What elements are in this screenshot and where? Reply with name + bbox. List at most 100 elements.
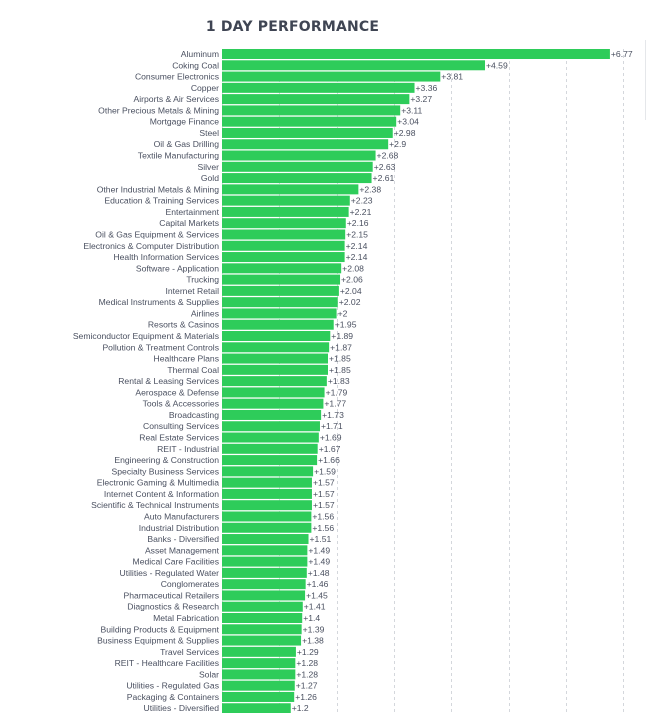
data-label: +6.77 [611, 49, 633, 59]
bar [222, 105, 401, 116]
bar [222, 534, 309, 545]
bar [222, 567, 307, 578]
scrollbar-track[interactable] [645, 40, 646, 120]
bar [222, 195, 350, 206]
bar [222, 646, 296, 657]
data-label: +1.77 [324, 399, 346, 409]
bar [222, 522, 312, 533]
bar [222, 488, 312, 499]
data-label: +2.68 [377, 151, 399, 161]
category-label: Software - Application [136, 263, 219, 273]
category-label: Gold [201, 173, 219, 183]
data-label: +1.46 [307, 579, 329, 589]
bar [222, 624, 302, 635]
data-label: +1.38 [302, 636, 324, 646]
bar [222, 500, 312, 511]
data-label: +2.98 [394, 128, 416, 138]
data-label: +1.27 [296, 681, 318, 691]
category-label: Utilities - Regulated Water [120, 568, 220, 578]
bar [222, 511, 312, 522]
data-label: +1.79 [326, 387, 348, 397]
category-label: REIT - Industrial [157, 444, 219, 454]
bar [222, 150, 376, 161]
data-label: +3.04 [397, 117, 419, 127]
bar [222, 173, 372, 184]
data-label: +2.63 [374, 162, 396, 172]
bar [222, 455, 318, 466]
data-label: +2.02 [339, 297, 361, 307]
data-label: +2.14 [346, 241, 368, 251]
bar [222, 364, 328, 375]
data-label: +1.29 [297, 647, 319, 657]
bar [222, 680, 295, 691]
bar [222, 274, 341, 285]
data-label: +1.56 [312, 523, 334, 533]
data-label: +3.11 [401, 105, 422, 115]
bar [222, 545, 308, 556]
data-label: +1.67 [319, 444, 341, 454]
category-label: REIT - Healthcare Facilities [115, 658, 219, 668]
bar [222, 613, 303, 623]
data-label: +1.89 [331, 331, 353, 341]
data-label: +1.45 [306, 590, 328, 600]
category-label: Healthcare Plans [154, 354, 219, 364]
data-label: +1.69 [320, 433, 342, 443]
category-label: Health Information Services [113, 252, 219, 262]
data-label: +1.28 [296, 658, 318, 668]
bar [222, 409, 322, 420]
category-label: Consumer Electronics [135, 72, 219, 82]
bar [222, 285, 339, 296]
data-label: +2.14 [346, 252, 368, 262]
data-label: +1.95 [335, 320, 357, 330]
category-label: Airlines [191, 308, 219, 318]
category-label: Travel Services [160, 647, 219, 657]
category-label: Diagnostics & Research [127, 602, 219, 612]
category-label: Tools & Accessories [143, 399, 219, 409]
data-label: +2.06 [341, 275, 363, 285]
bar [222, 116, 397, 127]
category-label: Coking Coal [172, 60, 219, 70]
category-label: Capital Markets [159, 218, 219, 228]
data-label: +1.66 [318, 455, 340, 465]
category-label: Asset Management [145, 545, 220, 555]
category-label: Broadcasting [169, 410, 219, 420]
data-label: +4.59 [486, 60, 508, 70]
data-label: +1.41 [304, 602, 326, 612]
bar [222, 206, 349, 217]
bar [222, 82, 415, 93]
bar [222, 161, 373, 172]
data-label: +2.9 [389, 139, 406, 149]
category-label: Electronic Gaming & Multimedia [97, 478, 219, 488]
category-label: Utilities - Diversified [144, 703, 220, 713]
data-label: +1.59 [314, 466, 336, 476]
category-label: Consulting Services [143, 421, 219, 431]
data-label: +1.57 [313, 489, 335, 499]
data-label: +3.81 [441, 72, 463, 82]
data-label: +1.57 [313, 500, 335, 510]
category-label: Education & Training Services [104, 196, 219, 206]
data-label: +1.71 [321, 421, 343, 431]
data-label: +1.49 [308, 557, 330, 567]
category-label: Copper [191, 83, 219, 93]
category-label: Internet Content & Information [104, 489, 219, 499]
bar [222, 353, 328, 364]
bar [222, 240, 345, 251]
category-label: Semiconductor Equipment & Materials [73, 331, 219, 341]
data-label: +1.57 [313, 478, 335, 488]
data-label: +1.26 [295, 692, 317, 702]
bar [222, 94, 410, 105]
bar [222, 669, 296, 680]
category-label: Trucking [186, 275, 219, 285]
bar [222, 60, 486, 71]
bar [222, 387, 325, 398]
bar [222, 331, 331, 341]
category-label: Entertainment [165, 207, 219, 217]
bar [222, 590, 306, 601]
data-label: +1.85 [329, 365, 351, 375]
bar [222, 658, 296, 669]
bar [222, 691, 295, 702]
bar [222, 71, 441, 82]
category-label: Resorts & Casinos [148, 320, 219, 330]
category-label: Medical Care Facilities [133, 557, 219, 567]
